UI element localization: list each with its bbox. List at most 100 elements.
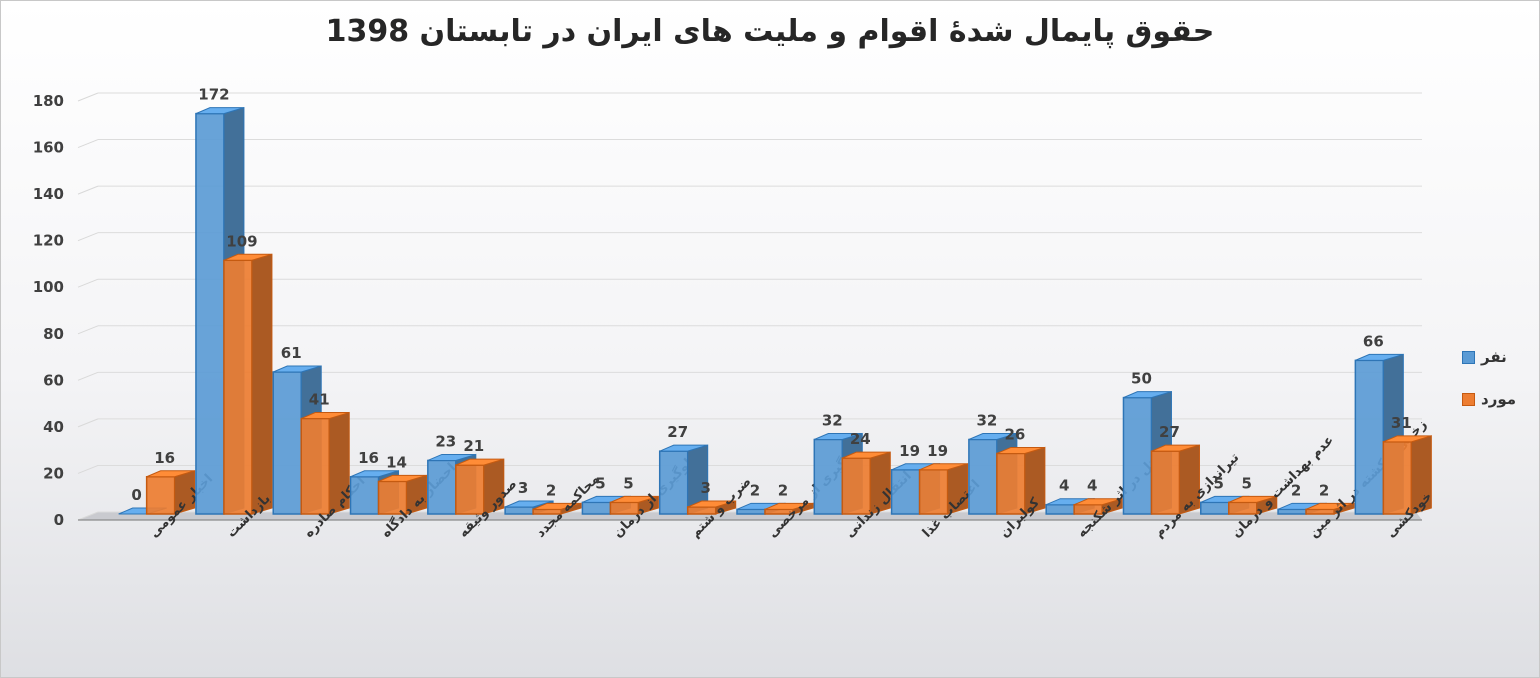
data-label: 5 <box>1214 474 1224 492</box>
y-tick-label: 40 <box>43 418 64 436</box>
bar-top <box>455 458 504 466</box>
bar-front <box>1150 450 1181 515</box>
data-label: 109 <box>226 232 257 250</box>
gridline-slant <box>77 325 99 335</box>
bar-top <box>968 433 1018 441</box>
data-label: 4 <box>1059 477 1069 495</box>
bar-front <box>300 417 330 515</box>
bar-top <box>427 453 476 461</box>
bar-front <box>1122 396 1153 515</box>
data-label: 21 <box>463 437 484 455</box>
gridline-slant <box>77 464 99 474</box>
data-label: 14 <box>386 453 407 471</box>
gridline-slant <box>77 92 99 102</box>
bar-front <box>658 450 689 515</box>
data-label: 2 <box>546 481 556 499</box>
bar <box>145 470 196 515</box>
bar-top <box>223 253 273 261</box>
gridline-slant <box>77 185 99 195</box>
data-label: 16 <box>358 449 379 467</box>
bar-top <box>195 107 245 115</box>
bar-front <box>427 459 457 515</box>
bar-top <box>1305 502 1355 510</box>
bar-front <box>349 476 380 515</box>
y-tick-label: 180 <box>33 92 64 110</box>
bar-front <box>272 371 302 515</box>
bar <box>609 495 659 515</box>
bar-top <box>1383 435 1432 443</box>
bar-front <box>813 438 844 515</box>
data-label: 31 <box>1391 414 1412 432</box>
gridline-slant <box>77 511 99 521</box>
bar-top <box>146 470 195 478</box>
legend-item-series-1: نفر <box>1462 336 1516 378</box>
bar-front <box>1200 501 1230 515</box>
bar <box>813 432 863 515</box>
bar <box>841 451 891 515</box>
bar <box>918 463 969 515</box>
bar-front <box>968 438 998 515</box>
bar <box>764 502 814 515</box>
data-label: 41 <box>309 391 330 409</box>
bar-front <box>504 506 534 515</box>
data-label: 2 <box>750 481 760 499</box>
bar <box>1150 444 1200 515</box>
bar-top <box>1228 495 1277 503</box>
bar-top <box>842 451 891 459</box>
bar-front <box>223 259 253 515</box>
bar-top <box>273 365 322 373</box>
legend-label-series-1: نفر <box>1481 348 1507 366</box>
bar <box>455 458 505 515</box>
data-label: 27 <box>667 423 688 441</box>
y-tick-label: 20 <box>43 464 64 482</box>
chart-title: حقوق پایمال شدۀ اقوام و ملیت های ایران د… <box>325 14 1215 49</box>
gridline-slant <box>77 278 99 288</box>
bar <box>532 502 582 515</box>
bar-top <box>350 470 399 478</box>
data-label: 3 <box>518 479 528 497</box>
bar-top <box>504 500 554 508</box>
data-label: 26 <box>1004 425 1025 443</box>
data-label: 32 <box>822 412 843 430</box>
bar <box>1228 495 1278 515</box>
bar-front <box>581 501 612 515</box>
gridline-slant <box>77 418 99 428</box>
data-label: 2 <box>1291 481 1301 499</box>
bar-front <box>1277 508 1307 515</box>
data-label: 32 <box>976 412 997 430</box>
bar <box>658 444 709 515</box>
data-label: 5 <box>623 474 633 492</box>
data-label: 2 <box>778 481 788 499</box>
bar-front <box>195 112 225 515</box>
data-label: 16 <box>154 449 175 467</box>
data-label: 5 <box>595 474 605 492</box>
y-tick-label: 140 <box>33 185 64 203</box>
data-label: 19 <box>899 442 920 460</box>
gridline-slant <box>77 371 99 381</box>
bar <box>996 446 1046 515</box>
bar-front <box>996 452 1026 515</box>
bar-front <box>918 469 949 515</box>
bar <box>1354 353 1404 515</box>
bar-top <box>814 433 863 441</box>
legend-item-series-2: مورد <box>1462 378 1516 420</box>
bar-front <box>1354 359 1385 515</box>
data-label: 24 <box>850 430 871 448</box>
bar-top <box>532 502 582 510</box>
bar-front <box>145 476 176 515</box>
bar <box>377 474 428 515</box>
bar <box>300 411 350 515</box>
bar-front <box>1382 441 1413 515</box>
data-label: 19 <box>927 442 948 460</box>
bar-top <box>764 502 814 510</box>
data-label: 66 <box>1363 332 1384 350</box>
bar-top <box>687 500 736 508</box>
y-tick-label: 100 <box>33 278 64 296</box>
bar-top <box>301 412 350 420</box>
bar-front <box>890 469 921 515</box>
legend-label-series-2: مورد <box>1481 390 1517 408</box>
bar <box>1305 502 1355 515</box>
y-tick-label: 60 <box>43 371 64 389</box>
bar-top <box>610 495 659 503</box>
bar <box>1073 498 1123 515</box>
